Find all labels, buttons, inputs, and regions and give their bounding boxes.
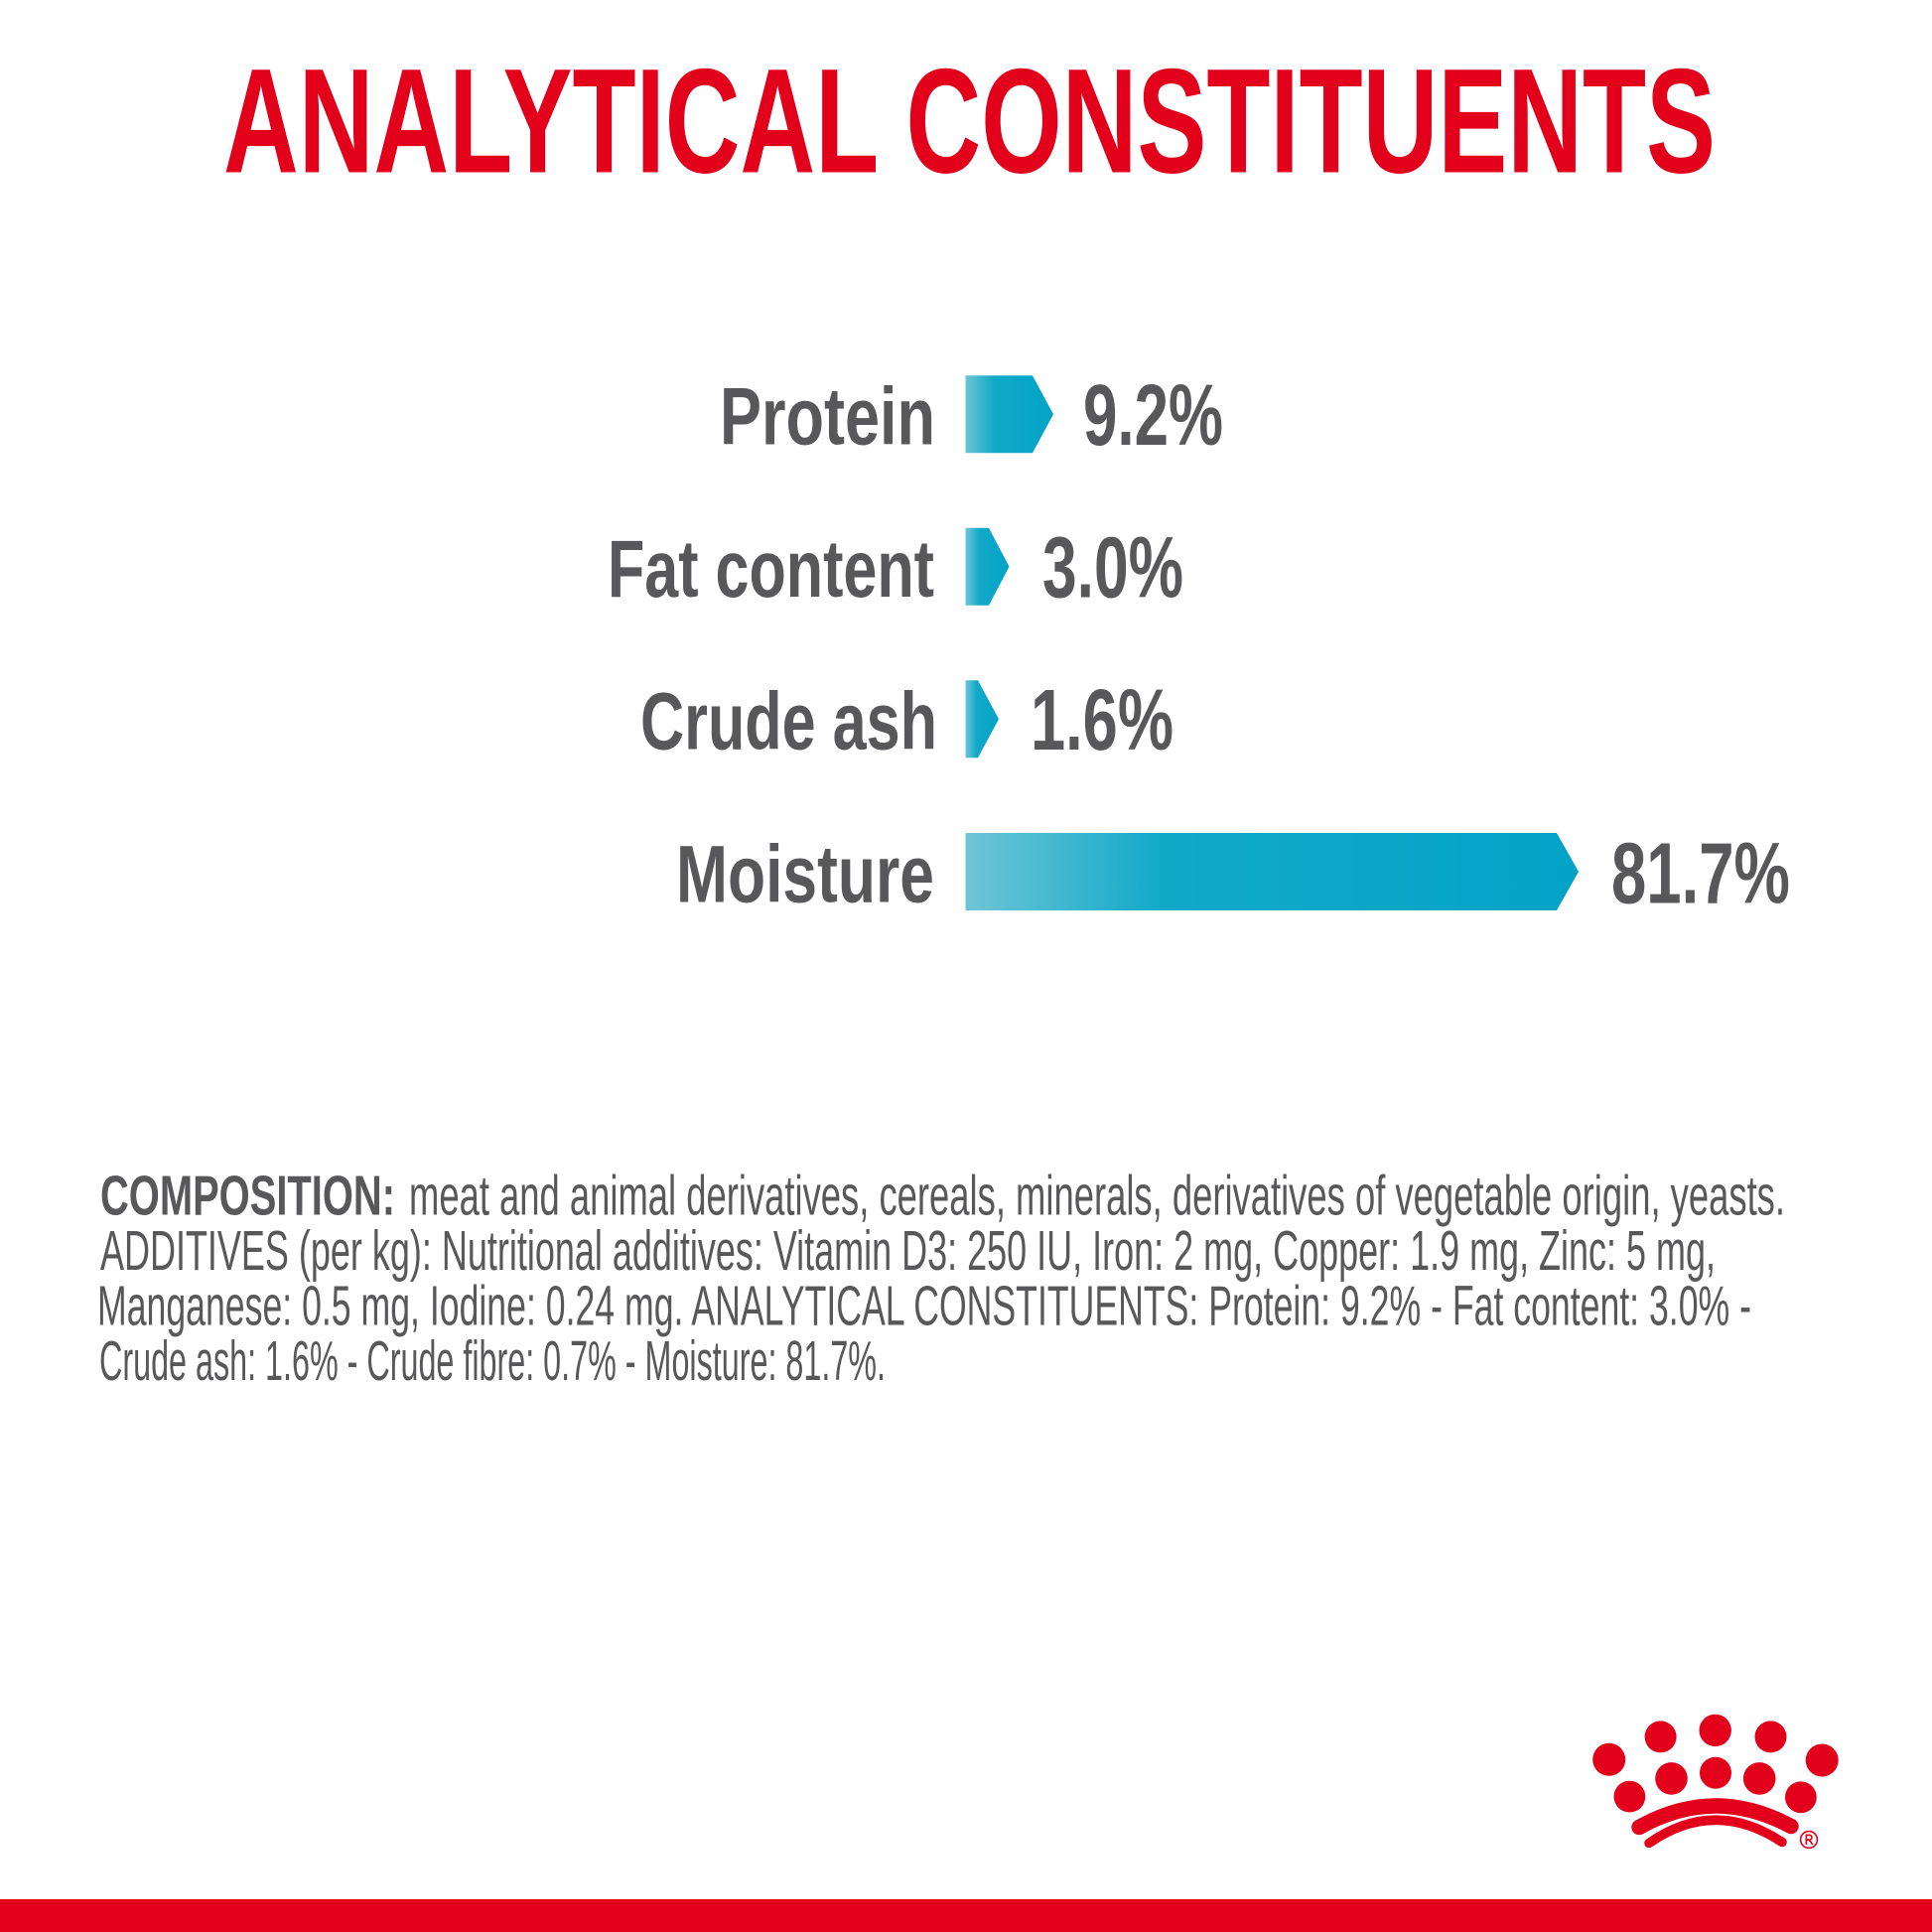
svg-text:Crude ash: Crude ash bbox=[640, 677, 937, 767]
svg-text:Crude ash: 1.6% - Crude fibre:: Crude ash: 1.6% - Crude fibre: 0.7% - Mo… bbox=[99, 1329, 886, 1392]
svg-text:COMPOSITION:: COMPOSITION: bbox=[100, 1165, 395, 1227]
svg-text:meat and animal derivatives, c: meat and animal derivatives, cereals, mi… bbox=[409, 1165, 1785, 1227]
svg-text:3.0%: 3.0% bbox=[1042, 520, 1183, 617]
svg-text:Fat content: Fat content bbox=[608, 524, 934, 615]
svg-text:Manganese: 0.5 mg, Iodine: 0.2: Manganese: 0.5 mg, Iodine: 0.24 mg. ANAL… bbox=[97, 1275, 1751, 1337]
svg-text:ADDITIVES (per kg): Nutritiona: ADDITIVES (per kg): Nutritional additive… bbox=[100, 1219, 1716, 1282]
svg-text:9.2%: 9.2% bbox=[1083, 367, 1223, 464]
svg-text:Moisture: Moisture bbox=[676, 830, 934, 920]
svg-text:81.7%: 81.7% bbox=[1611, 825, 1790, 921]
svg-text:Protein: Protein bbox=[720, 372, 935, 463]
svg-text:ANALYTICAL CONSTITUENTS: ANALYTICAL CONSTITUENTS bbox=[223, 38, 1716, 205]
svg-text:1.6%: 1.6% bbox=[1031, 672, 1173, 768]
